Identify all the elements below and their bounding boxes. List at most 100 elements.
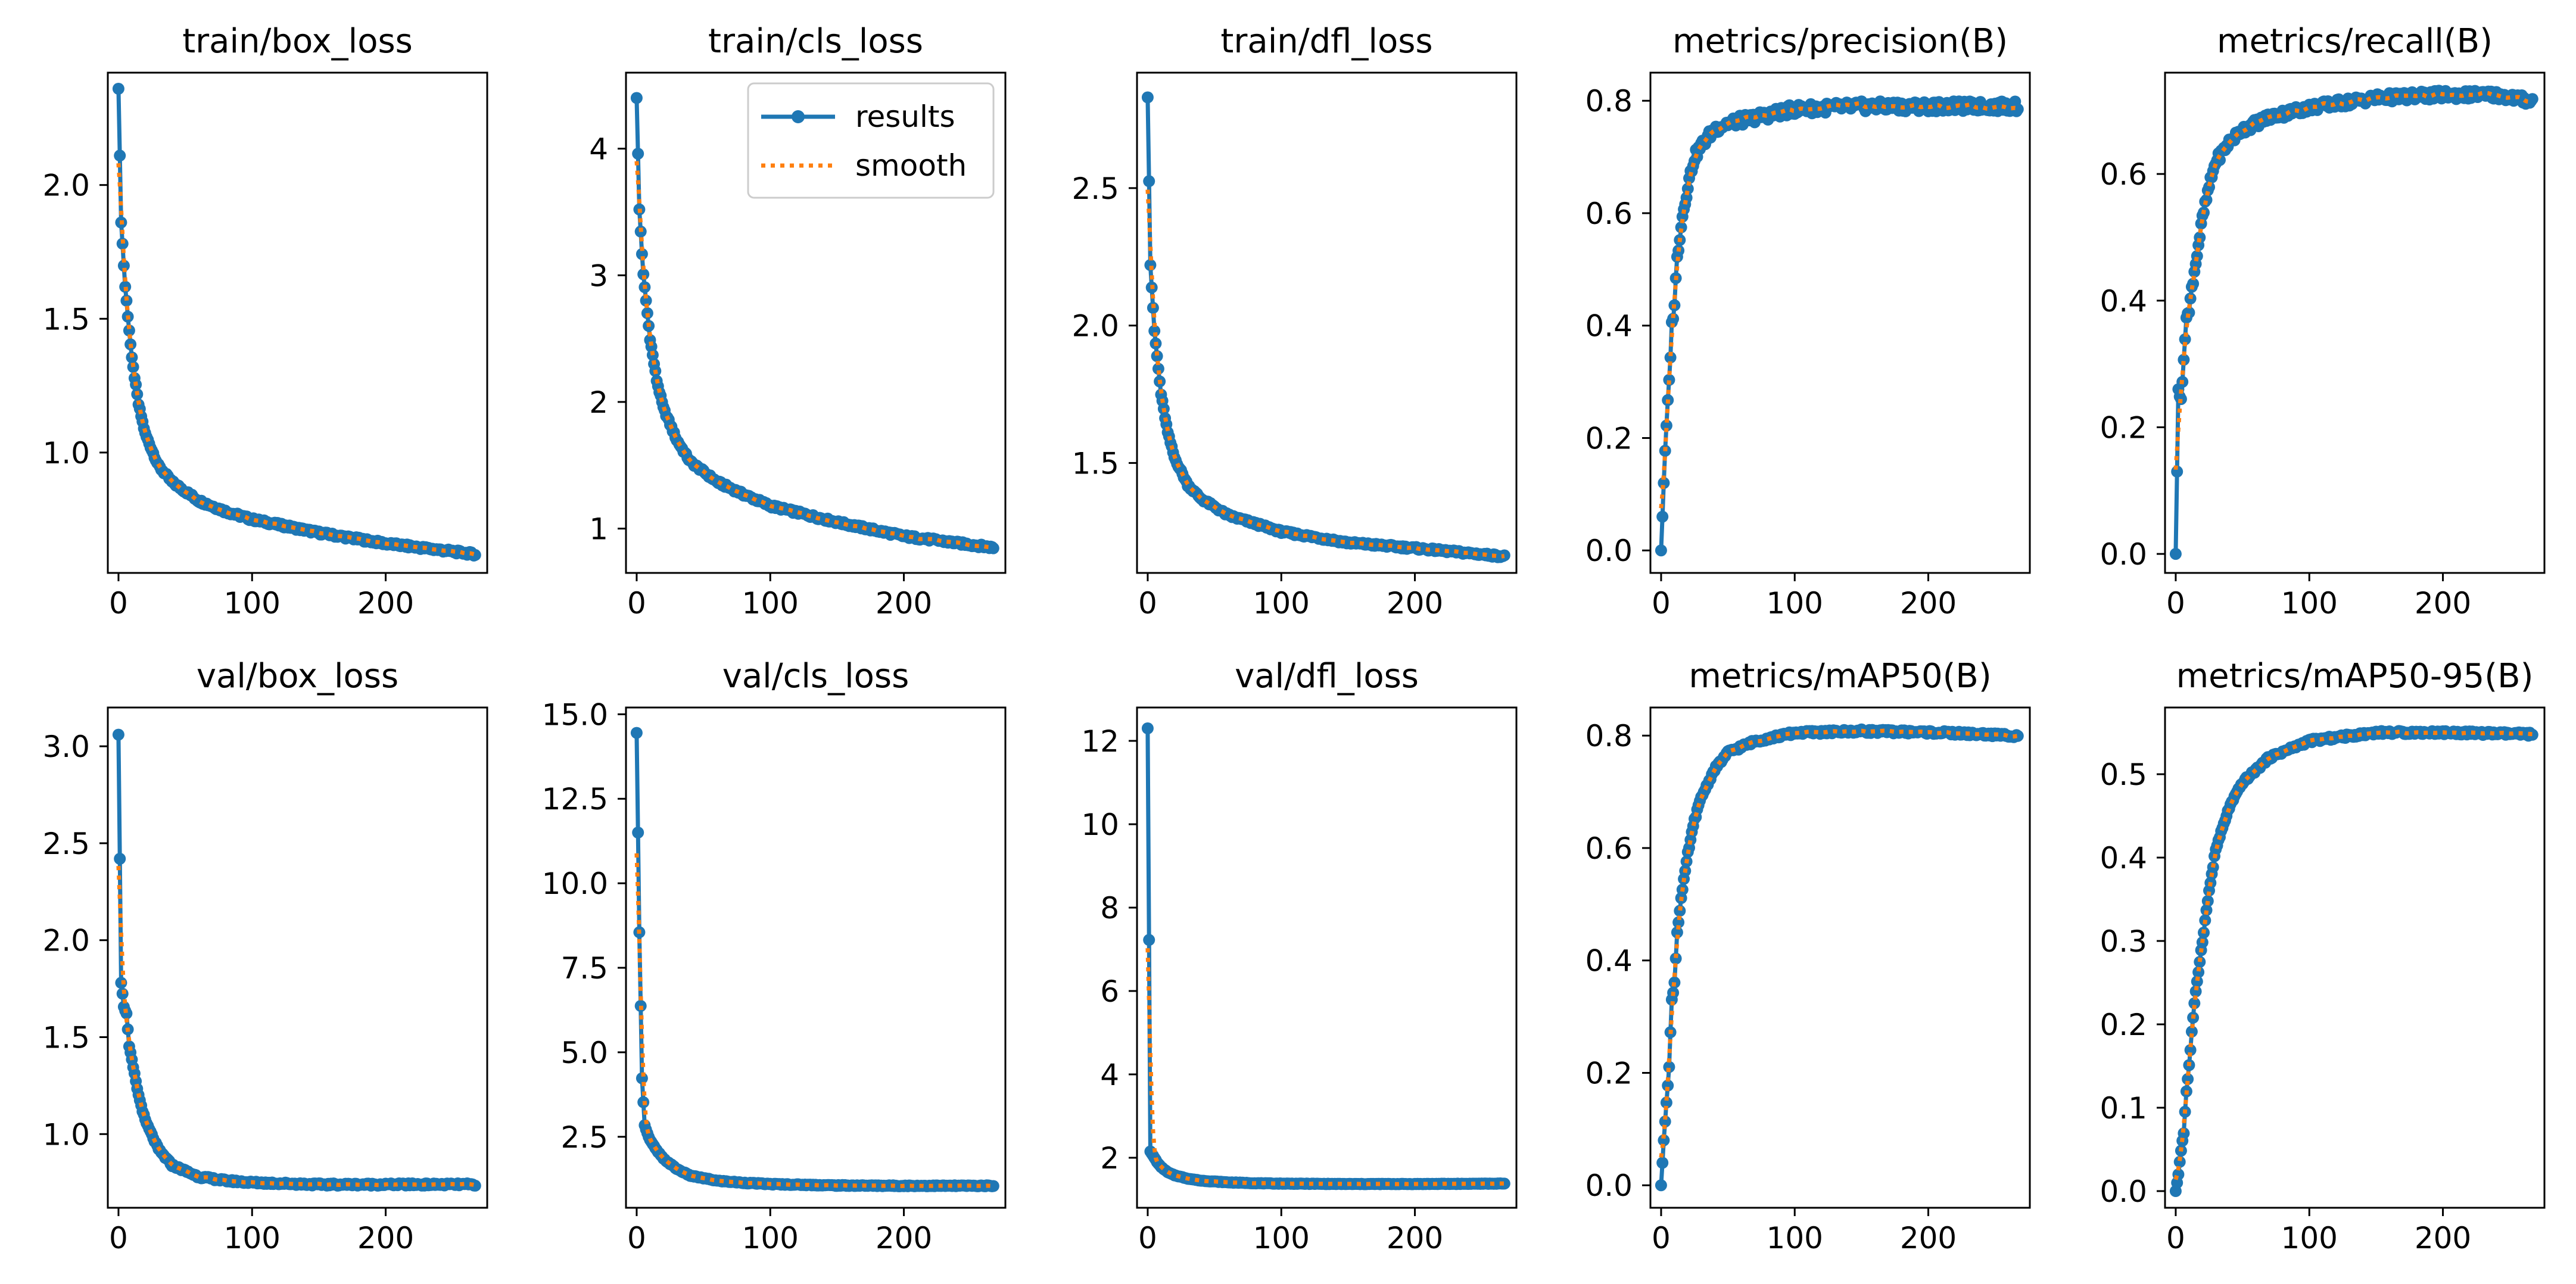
y-tick-label: 3.0	[42, 730, 90, 764]
data-point	[2179, 333, 2191, 345]
y-tick-label: 1	[589, 512, 608, 547]
data-point	[119, 281, 132, 293]
y-tick-label: 2.0	[42, 924, 90, 958]
y-tick-label: 6	[1100, 974, 1119, 1009]
legend: results smooth	[747, 82, 995, 199]
y-tick-label: 8	[1100, 891, 1119, 925]
y-tick-label: 2	[589, 385, 608, 420]
legend-box	[747, 82, 995, 199]
data-point	[2194, 231, 2206, 244]
panel-train-cls-loss: train/cls_loss 0 100 200 1 2 3 4 results smooth	[589, 22, 1007, 621]
data-point	[114, 149, 126, 162]
axes-frame-val-dfl-loss	[1136, 706, 1518, 1209]
x-tick-label: 0	[1652, 586, 1671, 621]
x-tick-label: 200	[1900, 1221, 1957, 1255]
data-point	[1681, 182, 1694, 195]
results-markers-val-dfl-loss	[1141, 722, 1510, 1190]
data-point	[1674, 905, 1686, 917]
data-point	[1498, 549, 1510, 562]
smooth-line-train-box-loss	[116, 163, 476, 557]
y-tick-label: 1.0	[42, 1117, 90, 1152]
panel-metrics-map50-b: metrics/mAP50(B) 0 100 200 0.0 0.2 0.4 0.6 0.8	[1585, 657, 2031, 1255]
x-tick-label: 200	[876, 1221, 932, 1255]
x-tick-label: 0	[1138, 586, 1157, 621]
data-point	[1672, 916, 1685, 928]
axes-frame-train-cls-loss	[625, 71, 1007, 574]
results-line-metrics-recall-b	[2173, 88, 2534, 554]
results-markers-metrics-recall-b	[2169, 85, 2538, 560]
x-tick-label: 200	[357, 1221, 414, 1255]
data-point	[1152, 363, 1164, 375]
data-point	[1659, 1115, 1671, 1128]
results-markers-train-box-loss	[112, 83, 481, 562]
y-tick-label: 0.6	[1585, 831, 1633, 866]
data-point	[632, 148, 644, 160]
y-tick-label: 2.5	[1071, 172, 1119, 206]
plot-area-val-cls-loss	[630, 727, 999, 1192]
data-point	[2191, 250, 2203, 262]
data-point	[114, 853, 126, 865]
smooth-line-metrics-precision-b	[1659, 101, 2019, 509]
results-markers-metrics-map50-95-b	[2169, 725, 2538, 1197]
data-point	[1660, 1096, 1672, 1109]
x-tick-label: 100	[1253, 1221, 1310, 1255]
y-tick-label: 15.0	[542, 697, 608, 732]
data-point	[1658, 1134, 1670, 1146]
y-tick-label: 0.5	[2100, 758, 2147, 792]
x-tick-label: 0	[2166, 1221, 2185, 1255]
data-point	[632, 827, 644, 839]
y-tick-label: 4	[1100, 1058, 1119, 1092]
results-line-train-dfl-loss	[1145, 97, 1506, 560]
data-point	[2178, 1127, 2190, 1139]
x-tick-label: 0	[1652, 1221, 1671, 1255]
chart-title-val-cls-loss: val/cls_loss	[722, 657, 909, 696]
y-tick-label: 0.0	[1585, 1168, 1633, 1203]
panel-metrics-precision-b: metrics/precision(B) 0 100 200 0.0 0.2 0.4 0.6 0…	[1585, 22, 2031, 621]
data-point	[1498, 1177, 1510, 1190]
data-point	[2173, 1155, 2186, 1168]
y-tick-label: 0.4	[2100, 284, 2147, 319]
data-point	[1664, 351, 1677, 364]
smooth-line-train-dfl-loss	[1145, 189, 1505, 559]
y-tick-label: 0.4	[2100, 841, 2147, 875]
data-point	[1655, 1179, 1667, 1192]
data-point	[2188, 997, 2201, 1009]
data-point	[1656, 510, 1669, 523]
data-point	[112, 728, 124, 741]
chart-title-metrics-map50-95-b: metrics/mAP50-95(B)	[2176, 657, 2534, 696]
legend-results-label: results	[855, 99, 955, 134]
data-point	[2191, 976, 2203, 988]
results-line-val-dfl-loss	[1145, 728, 1506, 1186]
y-tick-label: 0.2	[2100, 410, 2147, 445]
chart-title-train-cls-loss: train/cls_loss	[708, 22, 923, 61]
data-point	[123, 325, 135, 336]
y-tick-label: 0.1	[2100, 1091, 2147, 1126]
data-point	[117, 260, 130, 272]
data-point	[1663, 1061, 1675, 1073]
plot-area-val-box-loss	[112, 728, 481, 1192]
plot-area-metrics-precision-b	[1655, 95, 2024, 557]
x-tick-label: 200	[1900, 586, 1957, 621]
chart-title-metrics-recall-b: metrics/recall(B)	[2217, 22, 2493, 61]
y-tick-label: 2.5	[42, 827, 90, 861]
data-point	[2011, 730, 2024, 742]
data-point	[640, 294, 652, 307]
axes-frame-metrics-map50-95-b	[2164, 706, 2546, 1209]
data-point	[987, 542, 999, 554]
x-tick-label: 0	[1138, 1221, 1157, 1255]
y-tick-label: 7.5	[560, 951, 608, 986]
chart-title-train-dfl-loss: train/dfl_loss	[1220, 22, 1432, 61]
results-line-metrics-map50-b	[1659, 727, 2019, 1186]
legend-results-marker	[792, 110, 805, 123]
y-tick-label: 0.6	[2100, 157, 2147, 192]
results-line-metrics-precision-b	[1659, 99, 2020, 551]
y-tick-label: 0.0	[1585, 534, 1633, 568]
legend-smooth-label: smooth	[855, 148, 967, 183]
data-point	[1667, 313, 1680, 325]
results-markers-train-dfl-loss	[1141, 91, 1510, 563]
smooth-line-val-box-loss	[116, 865, 476, 1188]
panel-train-dfl-loss: train/dfl_loss 0 100 200 1.5 2.0 2.5	[1071, 22, 1518, 621]
panel-metrics-recall-b: metrics/recall(B) 0 100 200 0.0 0.2 0.4 0.6	[2100, 22, 2546, 621]
chart-title-metrics-precision-b: metrics/precision(B)	[1672, 22, 2008, 61]
data-point	[120, 294, 133, 307]
